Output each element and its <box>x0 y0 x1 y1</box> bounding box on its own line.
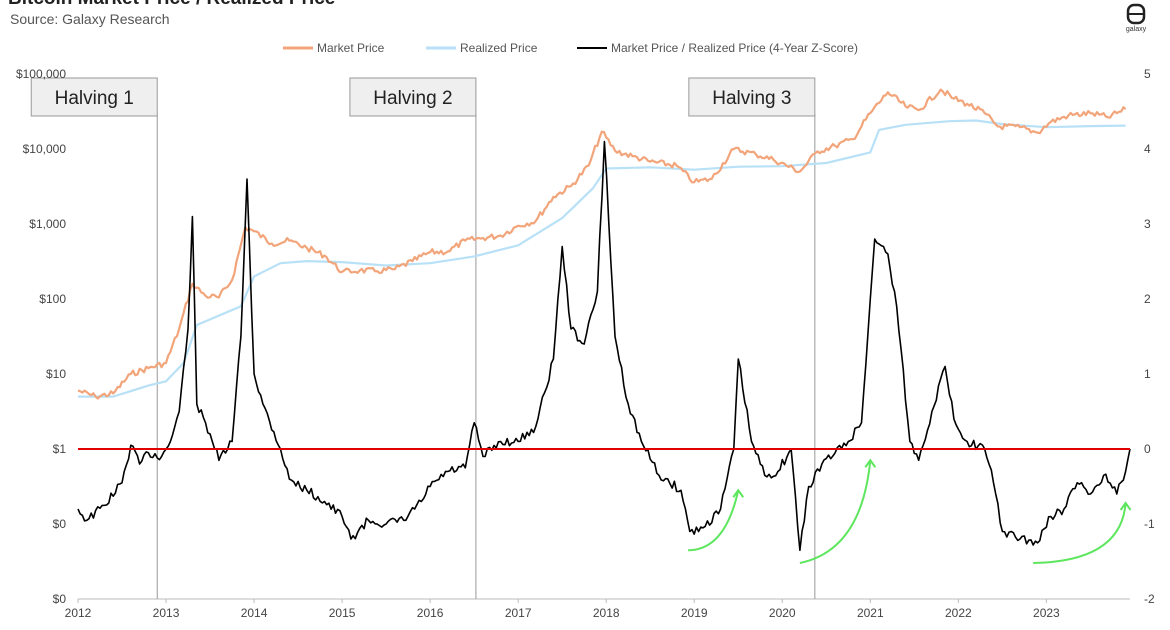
x-axis-tick-label: 2022 <box>945 606 972 620</box>
left-axis-tick-label: $10 <box>46 367 66 381</box>
right-axis: -2 -1 0 1 2 3 4 5 <box>1144 67 1155 606</box>
x-axis-tick-label: 2014 <box>241 606 268 620</box>
right-axis-tick-label: 4 <box>1144 142 1151 156</box>
left-axis-tick-label: $1,000 <box>29 217 66 231</box>
left-axis-tick-label: $0 <box>53 592 67 606</box>
halving-label-box <box>30 77 158 117</box>
legend-entry: Market Price / Realized Price (4-Year Z-… <box>611 41 858 55</box>
chart-title: Bitcoin Market Price / Realized Price <box>8 0 335 10</box>
x-axis-tick-label: 2013 <box>153 606 180 620</box>
left-axis-tick-label: $10,000 <box>23 142 67 156</box>
series-line-realized-price <box>78 119 1126 398</box>
right-axis-tick-label: -2 <box>1144 592 1155 606</box>
x-axis-tick-label: 2018 <box>593 606 620 620</box>
recovery-arrow-head <box>1119 501 1132 511</box>
x-axis: 2012 2013 2014 2015 2016 2017 2018 2019 2020 2021… <box>65 599 1060 620</box>
x-axis-tick-label: 2021 <box>857 606 884 620</box>
x-axis-tick-label: 2020 <box>769 606 796 620</box>
x-axis-tick-label: 2019 <box>681 606 708 620</box>
halving-label-box <box>349 77 477 117</box>
halving-label: Halving 1 <box>55 88 134 109</box>
recovery-arrow-head <box>732 488 745 498</box>
chart-source: Source: Galaxy Research <box>10 11 170 27</box>
galaxy-logo-icon <box>1126 3 1146 25</box>
left-axis: $0 $0 $1 $10 $100 $1,000 $10,000 $100,000 <box>16 67 66 606</box>
recovery-arrow <box>799 460 872 564</box>
right-axis-tick-label: 2 <box>1144 292 1151 306</box>
x-axis-tick-label: 2015 <box>329 606 356 620</box>
recovery-arrow-head <box>864 458 877 468</box>
x-axis-tick-label: 2023 <box>1033 606 1060 620</box>
series-layer <box>77 88 1131 552</box>
right-axis-tick-label: -1 <box>1144 517 1155 531</box>
right-axis-tick-label: 1 <box>1144 367 1151 381</box>
annotation-arrows <box>688 458 1132 564</box>
recovery-arrow <box>1033 502 1127 564</box>
left-axis-tick-label: $100,000 <box>16 67 66 81</box>
left-axis-tick-label: $100 <box>39 292 66 306</box>
halving-label-box <box>688 77 816 117</box>
halving-label: Halving 3 <box>712 88 791 109</box>
legend-entry: Realized Price <box>460 41 538 55</box>
halving-markers: Halving 1 Halving 2 Halving 3 <box>30 77 816 599</box>
right-axis-tick-label: 5 <box>1144 67 1151 81</box>
recovery-arrow <box>688 490 740 552</box>
x-axis-tick-label: 2017 <box>505 606 532 620</box>
series-line-market-price <box>77 88 1127 400</box>
logo-text: galaxy <box>1125 26 1147 33</box>
halving-label: Halving 2 <box>373 88 452 109</box>
right-axis-tick-label: 0 <box>1144 442 1151 456</box>
right-axis-tick-label: 3 <box>1144 217 1151 231</box>
x-axis-tick-label: 2016 <box>417 606 444 620</box>
legend: Market Price Realized Price Market Price /… <box>283 41 858 55</box>
x-axis-tick-label: 2012 <box>65 606 92 620</box>
left-axis-tick-label: $1 <box>53 442 67 456</box>
legend-entry: Market Price <box>317 41 385 55</box>
series-line-z-score <box>77 140 1131 552</box>
left-axis-tick-label: $0 <box>53 517 67 531</box>
